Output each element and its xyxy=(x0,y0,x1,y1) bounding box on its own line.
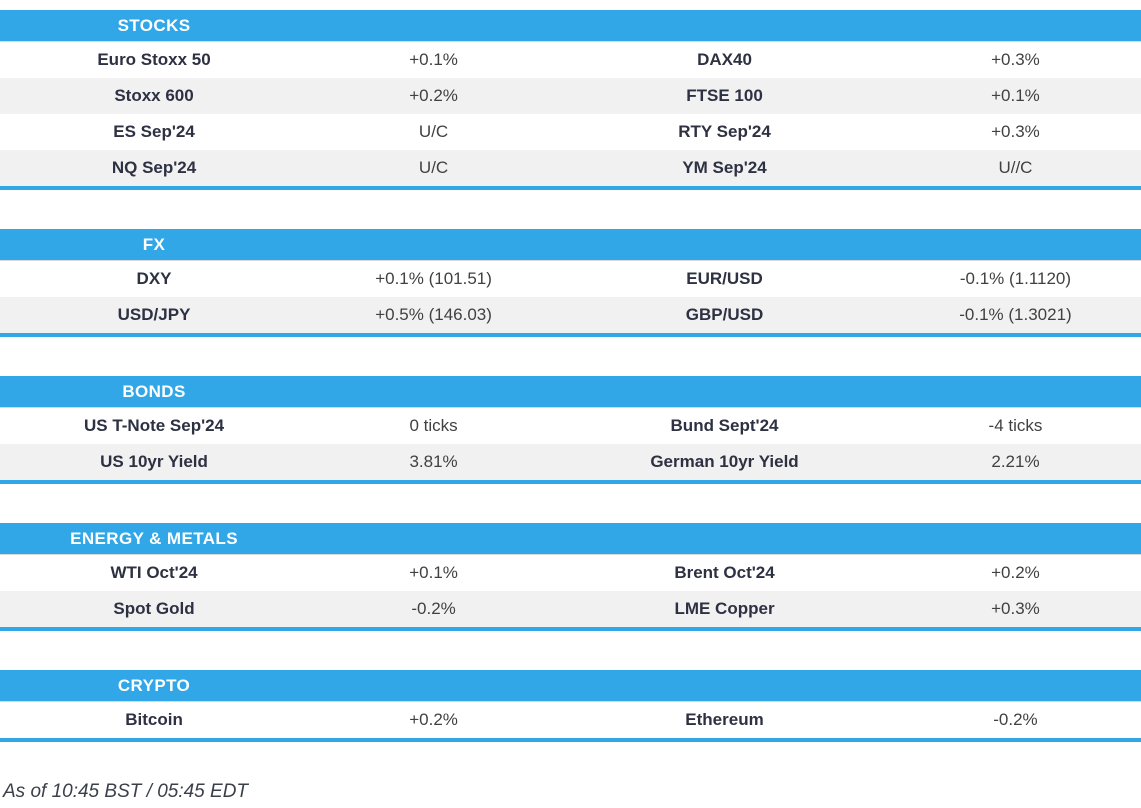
section-rows-crypto: Bitcoin +0.2% Ethereum -0.2% xyxy=(0,702,1141,742)
instrument-change: +0.5% (146.03) xyxy=(375,305,492,324)
section-header-energy-metals: ENERGY & METALS xyxy=(0,523,1141,555)
instrument-change: +0.1% xyxy=(409,50,458,69)
section-crypto: CRYPTO Bitcoin +0.2% Ethereum -0.2% xyxy=(0,670,1141,742)
instrument-change: 3.81% xyxy=(409,452,458,471)
instrument-name: EUR/USD xyxy=(686,269,763,288)
table-row: Euro Stoxx 50 +0.1% DAX40 +0.3% xyxy=(0,42,1141,78)
table-row: USD/JPY +0.5% (146.03) GBP/USD -0.1% (1.… xyxy=(0,297,1141,333)
instrument-name: DAX40 xyxy=(697,50,752,69)
instrument-change: +0.3% xyxy=(991,599,1040,618)
section-header-bonds: BONDS xyxy=(0,376,1141,408)
instrument-name: USD/JPY xyxy=(117,305,191,324)
section-title: STOCKS xyxy=(117,15,191,35)
instrument-name: Spot Gold xyxy=(113,599,195,618)
instrument-change: U/C xyxy=(418,158,449,177)
instrument-name: German 10yr Yield xyxy=(650,452,799,471)
instrument-name: FTSE 100 xyxy=(686,86,763,105)
table-row: ES Sep'24 U/C RTY Sep'24 +0.3% xyxy=(0,114,1141,150)
instrument-name: Ethereum xyxy=(685,710,764,729)
as-of-timestamp: As of 10:45 BST / 05:45 EDT xyxy=(3,781,249,802)
section-stocks: STOCKS Euro Stoxx 50 +0.1% DAX40 +0.3% S… xyxy=(0,10,1141,190)
table-row: Bitcoin +0.2% Ethereum -0.2% xyxy=(0,702,1141,738)
instrument-change: +0.2% xyxy=(991,563,1040,582)
instrument-name: Brent Oct'24 xyxy=(674,563,775,582)
section-header-fx: FX xyxy=(0,229,1141,261)
instrument-change: -4 ticks xyxy=(988,416,1043,435)
table-row: Stoxx 600 +0.2% FTSE 100 +0.1% xyxy=(0,78,1141,114)
instrument-name: GBP/USD xyxy=(685,305,764,324)
instrument-change: -0.2% xyxy=(993,710,1038,729)
instrument-change: -0.2% xyxy=(411,599,456,618)
section-rows-energy-metals: WTI Oct'24 +0.1% Brent Oct'24 +0.2% Spot… xyxy=(0,555,1141,631)
instrument-name: NQ Sep'24 xyxy=(111,158,197,177)
instrument-name: Stoxx 600 xyxy=(114,86,194,105)
instrument-name: YM Sep'24 xyxy=(682,158,767,177)
section-title: ENERGY & METALS xyxy=(70,528,238,548)
table-row: Spot Gold -0.2% LME Copper +0.3% xyxy=(0,591,1141,627)
instrument-name: Euro Stoxx 50 xyxy=(97,50,211,69)
instrument-change: +0.3% xyxy=(991,50,1040,69)
instrument-change: +0.1% (101.51) xyxy=(375,269,492,288)
table-row: WTI Oct'24 +0.1% Brent Oct'24 +0.2% xyxy=(0,555,1141,591)
table-row: US 10yr Yield 3.81% German 10yr Yield 2.… xyxy=(0,444,1141,480)
instrument-change: +0.2% xyxy=(409,710,458,729)
instrument-name: LME Copper xyxy=(674,599,775,618)
section-rows-stocks: Euro Stoxx 50 +0.1% DAX40 +0.3% Stoxx 60… xyxy=(0,42,1141,190)
instrument-change: +0.1% xyxy=(409,563,458,582)
instrument-name: Bitcoin xyxy=(125,710,183,729)
section-fx: FX DXY +0.1% (101.51) EUR/USD -0.1% (1.1… xyxy=(0,229,1141,337)
section-energy-metals: ENERGY & METALS WTI Oct'24 +0.1% Brent O… xyxy=(0,523,1141,631)
table-row: DXY +0.1% (101.51) EUR/USD -0.1% (1.1120… xyxy=(0,261,1141,297)
instrument-change: -0.1% (1.1120) xyxy=(959,269,1072,288)
section-header-stocks: STOCKS xyxy=(0,10,1141,42)
instrument-change: U//C xyxy=(998,158,1033,177)
instrument-change: +0.1% xyxy=(991,86,1040,105)
table-row: NQ Sep'24 U/C YM Sep'24 U//C xyxy=(0,150,1141,186)
section-title: CRYPTO xyxy=(117,675,191,695)
instrument-name: RTY Sep'24 xyxy=(678,122,771,141)
instrument-change: U/C xyxy=(418,122,449,141)
instrument-change: +0.3% xyxy=(991,122,1040,141)
section-bonds: BONDS US T-Note Sep'24 0 ticks Bund Sept… xyxy=(0,376,1141,484)
instrument-name: US T-Note Sep'24 xyxy=(83,416,225,435)
instrument-name: WTI Oct'24 xyxy=(110,563,198,582)
section-title: BONDS xyxy=(122,381,186,401)
instrument-name: Bund Sept'24 xyxy=(670,416,779,435)
instrument-change: 0 ticks xyxy=(409,416,458,435)
instrument-change: -0.1% (1.3021) xyxy=(959,305,1072,324)
section-rows-bonds: US T-Note Sep'24 0 ticks Bund Sept'24 -4… xyxy=(0,408,1141,484)
section-rows-fx: DXY +0.1% (101.51) EUR/USD -0.1% (1.1120… xyxy=(0,261,1141,337)
section-header-crypto: CRYPTO xyxy=(0,670,1141,702)
instrument-name: US 10yr Yield xyxy=(100,452,208,471)
table-row: US T-Note Sep'24 0 ticks Bund Sept'24 -4… xyxy=(0,408,1141,444)
instrument-name: ES Sep'24 xyxy=(113,122,195,141)
instrument-name: DXY xyxy=(136,269,172,288)
instrument-change: +0.2% xyxy=(409,86,458,105)
section-title: FX xyxy=(142,234,166,254)
instrument-change: 2.21% xyxy=(991,452,1040,471)
